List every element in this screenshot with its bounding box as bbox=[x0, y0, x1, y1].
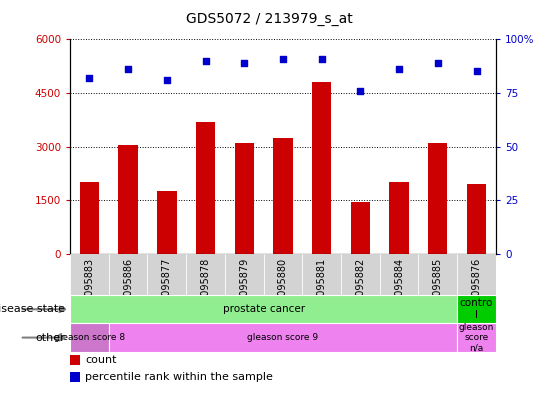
Bar bbox=[389, 182, 409, 254]
Text: contro
l: contro l bbox=[460, 299, 493, 320]
Point bbox=[433, 60, 442, 66]
Bar bbox=[157, 191, 177, 254]
Bar bbox=[467, 184, 486, 254]
Text: GSM1095885: GSM1095885 bbox=[433, 258, 443, 323]
Point bbox=[395, 66, 403, 72]
Text: gleason score 8: gleason score 8 bbox=[54, 333, 125, 342]
Bar bbox=[225, 254, 264, 295]
Bar bbox=[119, 145, 138, 254]
Point bbox=[240, 60, 248, 66]
Text: GSM1095881: GSM1095881 bbox=[317, 258, 327, 323]
Text: GSM1095876: GSM1095876 bbox=[472, 258, 481, 323]
Text: GSM1095878: GSM1095878 bbox=[201, 258, 211, 323]
Bar bbox=[457, 254, 496, 295]
Point bbox=[124, 66, 133, 72]
Bar bbox=[273, 138, 293, 254]
Bar bbox=[70, 355, 80, 365]
Bar bbox=[109, 254, 148, 295]
Bar bbox=[109, 323, 457, 352]
Bar bbox=[80, 182, 99, 254]
Bar bbox=[186, 254, 225, 295]
Bar bbox=[341, 254, 380, 295]
Point bbox=[472, 68, 481, 75]
Text: GSM1095883: GSM1095883 bbox=[85, 258, 94, 323]
Bar bbox=[457, 295, 496, 323]
Text: GSM1095879: GSM1095879 bbox=[239, 258, 249, 323]
Bar bbox=[70, 372, 80, 382]
Bar bbox=[70, 254, 109, 295]
Point bbox=[317, 55, 326, 62]
Text: gleason score 9: gleason score 9 bbox=[247, 333, 319, 342]
Bar bbox=[351, 202, 370, 254]
Point bbox=[279, 55, 287, 62]
Text: GSM1095884: GSM1095884 bbox=[394, 258, 404, 323]
Text: GSM1095886: GSM1095886 bbox=[123, 258, 133, 323]
Bar bbox=[302, 254, 341, 295]
Text: GSM1095877: GSM1095877 bbox=[162, 258, 172, 323]
Bar bbox=[148, 254, 186, 295]
Bar bbox=[312, 82, 331, 254]
Bar bbox=[234, 143, 254, 254]
Bar bbox=[70, 323, 109, 352]
Point bbox=[201, 58, 210, 64]
Text: percentile rank within the sample: percentile rank within the sample bbox=[85, 372, 273, 382]
Text: GSM1095880: GSM1095880 bbox=[278, 258, 288, 323]
Text: prostate cancer: prostate cancer bbox=[223, 304, 305, 314]
Bar bbox=[264, 254, 302, 295]
Text: GDS5072 / 213979_s_at: GDS5072 / 213979_s_at bbox=[186, 12, 353, 26]
Point bbox=[163, 77, 171, 83]
Text: gleason
score
n/a: gleason score n/a bbox=[459, 323, 494, 353]
Bar bbox=[428, 143, 447, 254]
Point bbox=[85, 75, 94, 81]
Text: GSM1095882: GSM1095882 bbox=[355, 258, 365, 323]
Text: count: count bbox=[85, 355, 117, 365]
Bar bbox=[380, 254, 418, 295]
Text: other: other bbox=[35, 332, 65, 343]
Bar bbox=[418, 254, 457, 295]
Bar bbox=[196, 121, 215, 254]
Bar bbox=[457, 323, 496, 352]
Text: disease state: disease state bbox=[0, 304, 65, 314]
Point bbox=[356, 88, 365, 94]
